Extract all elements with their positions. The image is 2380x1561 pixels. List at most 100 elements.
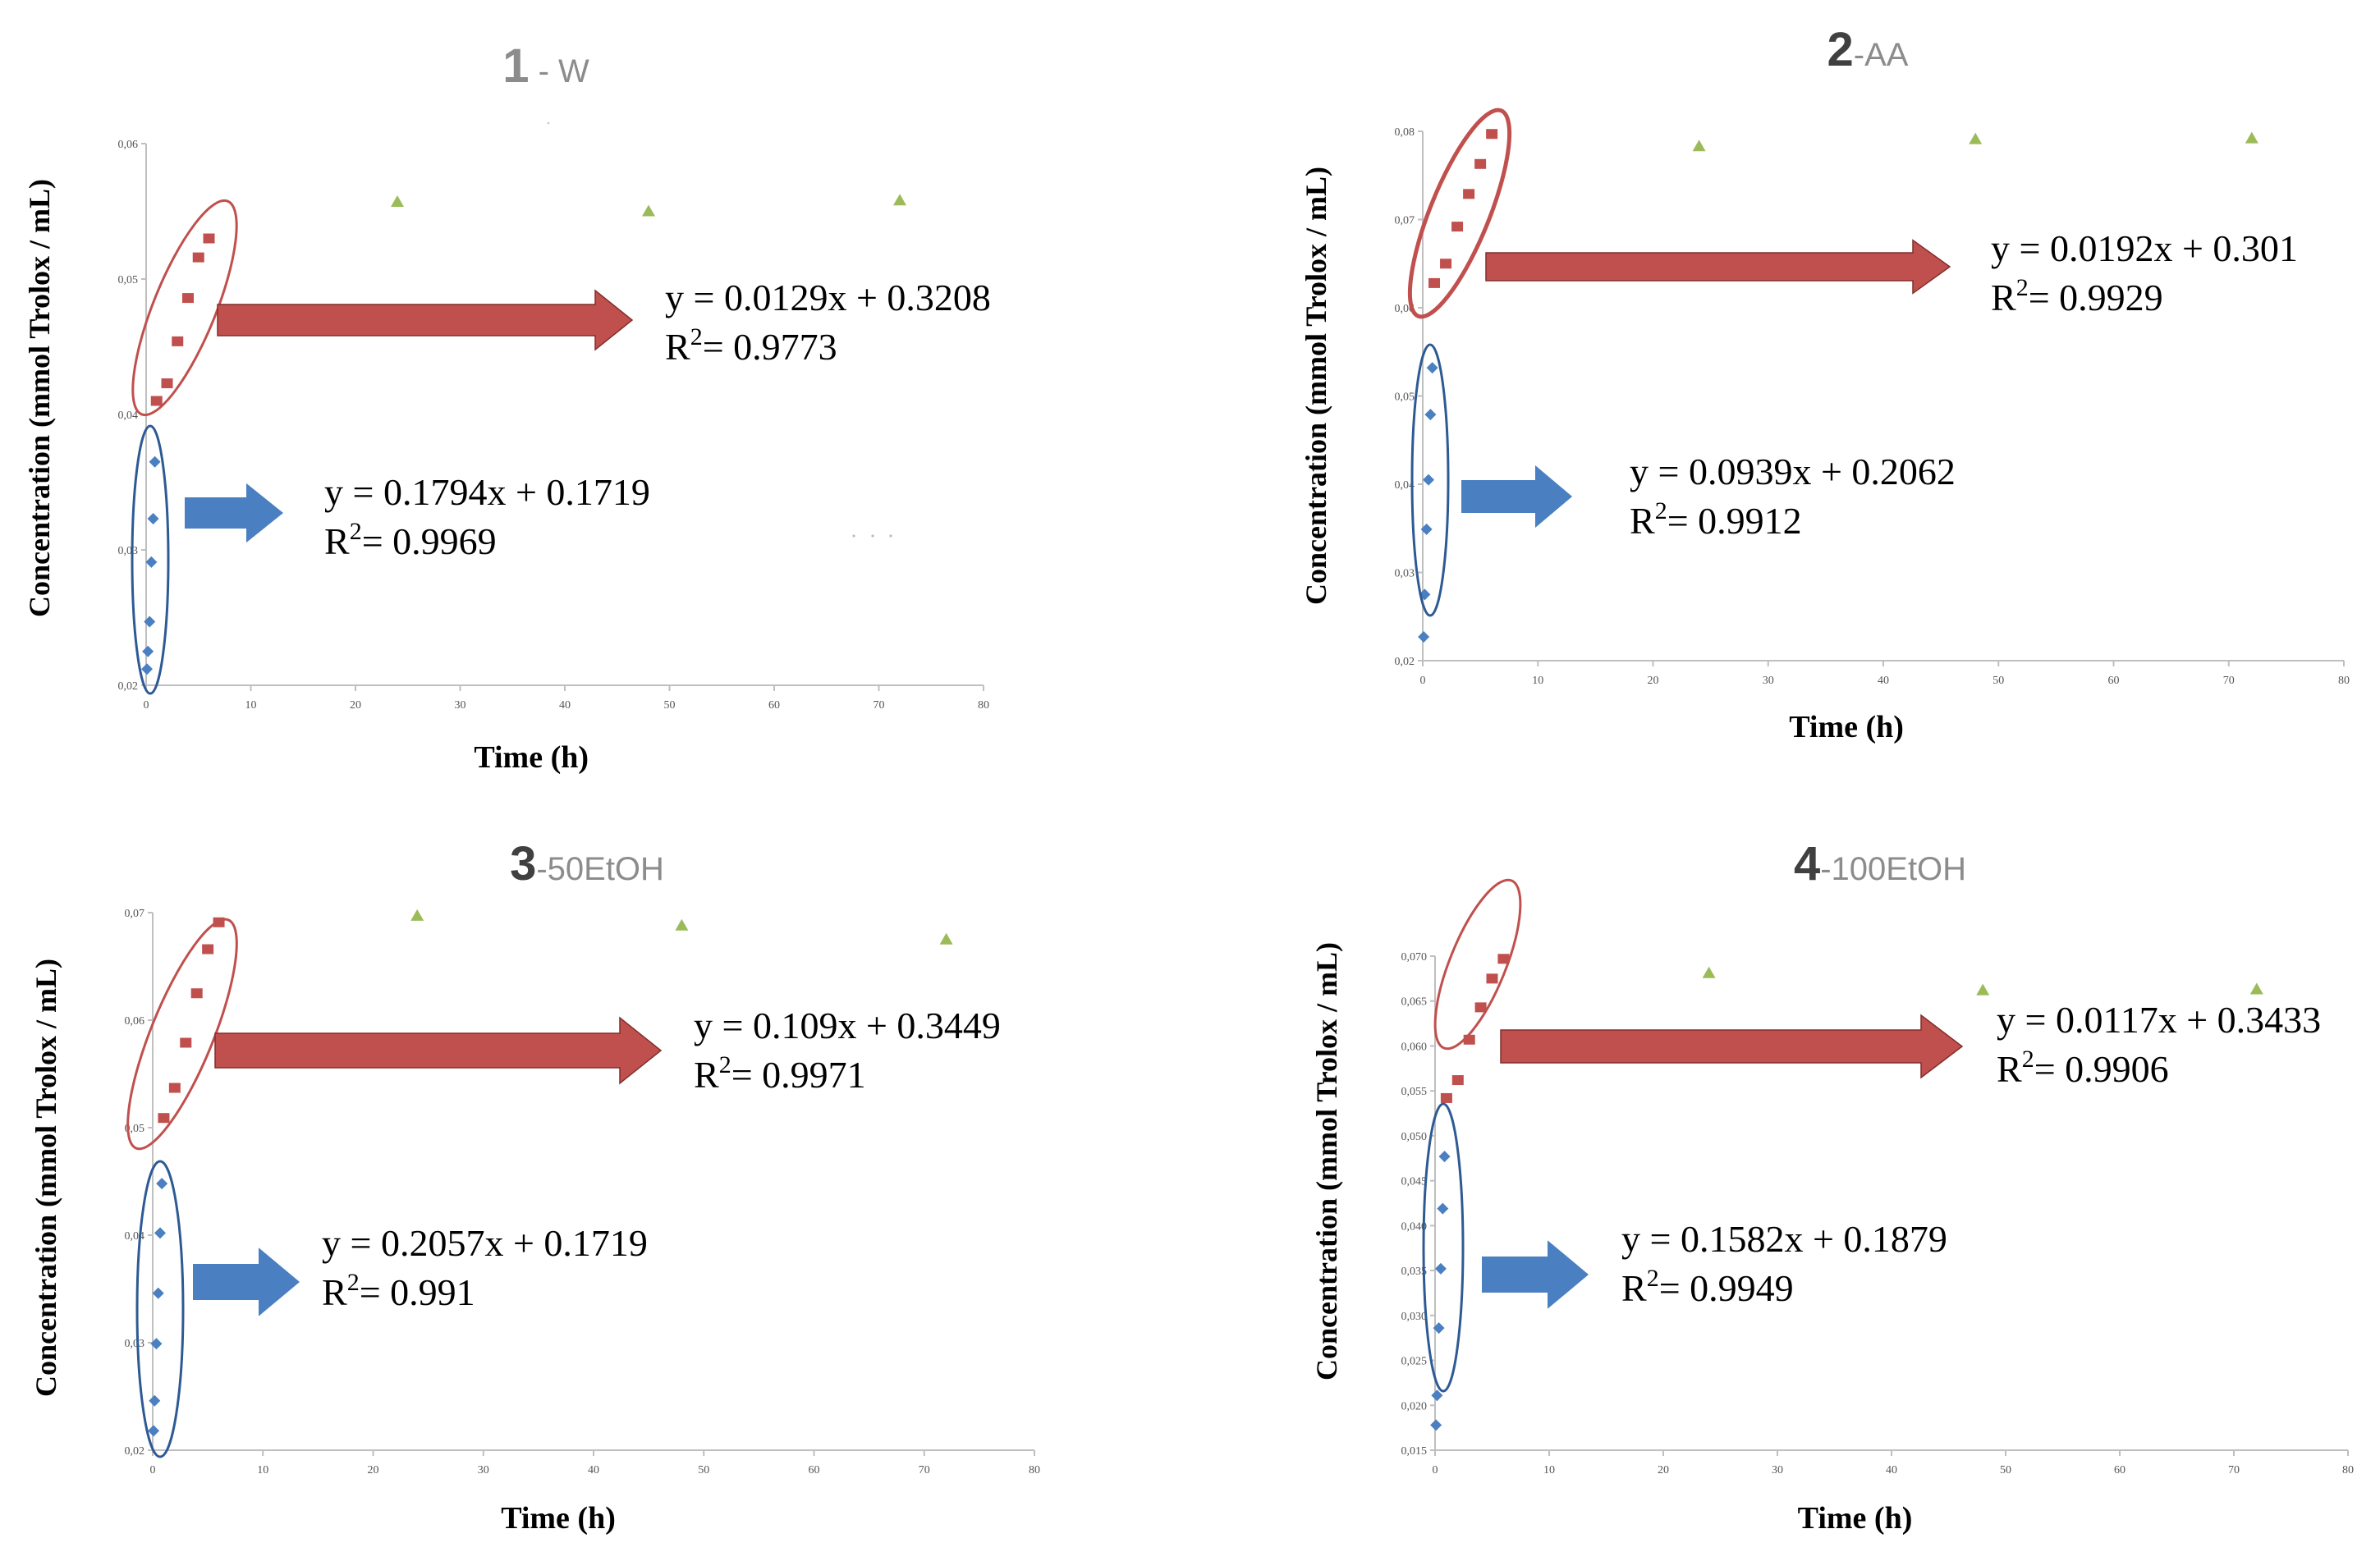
x-tick-label: 70 [2223,675,2235,687]
blue-fit-r2: R2= 0.991 [322,1269,475,1313]
data-point-green [675,918,689,931]
data-point-blue [152,1287,164,1299]
y-tick-label: 0,05 [118,274,139,286]
data-point-blue [150,1338,163,1350]
y-tick-label: 0,06 [125,1015,145,1028]
blue-fit-r2-value: = 0.9949 [1659,1267,1794,1309]
data-point-blue [154,1227,166,1239]
chart-title: 1 - W [502,39,589,93]
r2-symbol: R [322,1271,347,1313]
r2-symbol: R [1621,1267,1647,1309]
x-tick-label: 80 [2338,675,2350,687]
red-fit-r2-value: = 0.9971 [731,1054,866,1096]
y-tick-label: 0,050 [1401,1131,1428,1143]
data-point-blue [145,556,158,568]
blue-arrow [1482,1240,1589,1309]
data-point-blue [147,513,159,525]
red-group-ellipse [131,199,238,417]
red-fit-r2: R2= 0.9773 [665,323,837,368]
data-point-green [893,194,906,206]
red-fit-equation: y = 0.0117x + 0.3433 [1997,999,2321,1041]
data-point-blue [1420,523,1433,535]
blue-group-ellipse [131,424,170,695]
red-fit-equation: y = 0.0129x + 0.3208 [665,277,991,318]
y-axis-label: Concentration (mmol Trolox / mL) [1310,942,1343,1380]
r2-symbol: R [1991,277,2016,318]
y-tick-label: 0,02 [125,1445,145,1458]
data-point-red [172,336,184,346]
blue-group-ellipse [1410,343,1450,617]
red-fit-r2-value: = 0.9906 [2034,1048,2169,1090]
x-tick-label: 60 [768,699,780,712]
x-tick-label: 30 [478,1464,489,1476]
data-point-red [1440,259,1452,269]
series-red [150,233,215,406]
data-point-blue [149,1394,161,1407]
x-tick-label: 30 [1772,1464,1783,1476]
x-tick-label: 40 [1878,675,1889,687]
x-axis-label: Time (h) [474,740,589,775]
x-tick-label: 80 [2342,1464,2354,1476]
red-fit-r2-value: = 0.9773 [703,326,837,368]
data-point-blue [141,663,154,675]
r2-exponent: 2 [1647,1265,1659,1292]
x-tick-label: 60 [2108,675,2120,687]
r2-exponent: 2 [2016,274,2029,301]
chart-title-number: 1 [502,39,529,93]
red-fit-r2: R2= 0.9971 [694,1051,866,1096]
r2-exponent: 2 [719,1051,731,1078]
series-blue [148,1178,168,1437]
red-group-ellipse [1407,108,1512,319]
data-point-red [203,233,215,244]
r2-exponent: 2 [350,518,362,545]
data-point-blue [142,645,154,657]
data-point-green [642,204,655,217]
data-point-red [1497,954,1510,964]
x-axis-label: Time (h) [1798,1501,1913,1536]
data-point-red [168,1083,181,1093]
chart-title: 3-50EtOH [510,837,664,890]
chart-panel-1: 1 - W 0 10 20 30 40 50 60 70 80 0,02 0,03 0,04 0,05 0,… [23,39,991,775]
y-tick-label: 0,06 [118,139,139,151]
x-tick-label: 0 [1420,675,1426,687]
artifact-dot [889,534,892,538]
x-tick-label: 20 [368,1464,379,1476]
chart-title-subtitle: -50EtOH [536,851,664,887]
data-point-red [1474,1002,1487,1013]
series-green [1692,131,2258,152]
blue-fit-r2: R2= 0.9949 [1621,1265,1794,1309]
blue-fit-equation: y = 0.1794x + 0.1719 [324,471,650,513]
x-tick-label: 80 [978,699,989,712]
x-tick-label: 10 [1532,675,1543,687]
r2-symbol: R [1630,500,1655,542]
x-tick-label: 20 [1658,1464,1669,1476]
red-arrow [214,1016,663,1085]
data-point-red [1486,129,1498,140]
data-point-blue [1423,474,1435,486]
x-tick-label: 20 [1648,675,1659,687]
data-point-red [158,1113,170,1124]
x-tick-label: 60 [809,1464,820,1476]
x-tick-label: 0 [144,699,149,712]
y-axis-label: Concentration (mmol Trolox / mL) [23,179,56,617]
data-point-blue [1418,630,1430,643]
data-point-red [1428,277,1441,288]
data-point-blue [1431,1389,1443,1402]
data-point-blue [1438,1151,1451,1163]
blue-fit-r2: R2= 0.9969 [324,518,497,562]
data-point-blue [1437,1202,1449,1215]
data-point-green [1969,132,1983,144]
data-point-green [2245,131,2258,144]
x-tick-label: 50 [1993,675,2004,687]
data-point-red [1440,1092,1452,1103]
chart-title: 2-AA [1827,23,1909,76]
data-point-blue [149,455,161,468]
chart-title: 4-100EtOH [1794,837,1966,890]
series-green [410,909,953,945]
chart-title-subtitle: -AA [1854,37,1909,73]
artifact-dot [547,121,550,125]
y-tick-label: 0,03 [125,1338,145,1350]
data-point-blue [1433,1322,1445,1334]
data-point-green [1976,983,1990,996]
